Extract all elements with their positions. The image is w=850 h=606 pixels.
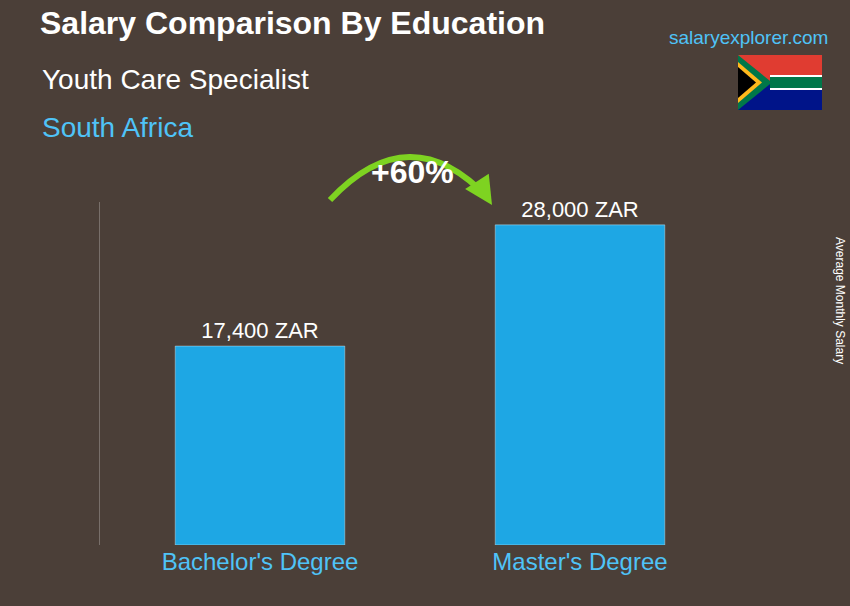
svg-text:Master's Degree: Master's Degree (492, 548, 667, 575)
svg-text:Average Monthly Salary: Average Monthly Salary (833, 237, 847, 364)
svg-text:South Africa: South Africa (42, 112, 193, 143)
svg-text:salaryexplorer.com: salaryexplorer.com (669, 27, 828, 48)
svg-text:Salary Comparison By Education: Salary Comparison By Education (40, 5, 545, 41)
svg-text:Bachelor's Degree: Bachelor's Degree (162, 548, 359, 575)
svg-text:28,000 ZAR: 28,000 ZAR (521, 197, 638, 222)
svg-text:+60%: +60% (371, 154, 454, 190)
svg-text:Youth Care Specialist: Youth Care Specialist (42, 64, 309, 95)
svg-text:17,400 ZAR: 17,400 ZAR (201, 318, 318, 343)
